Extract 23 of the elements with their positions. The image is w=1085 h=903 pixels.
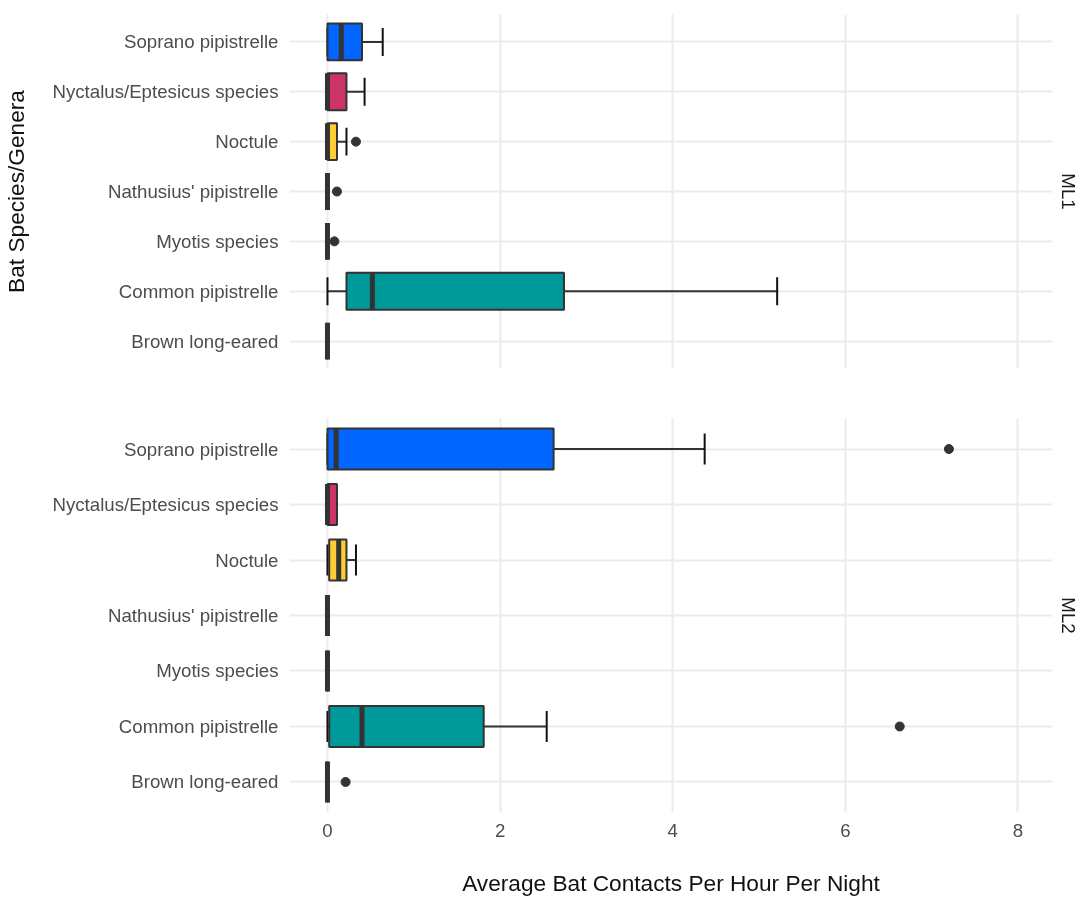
- x-tick-label: 4: [667, 819, 678, 841]
- x-tick-label: 6: [840, 819, 851, 841]
- x-axis-title: Average Bat Contacts Per Hour Per Night: [462, 869, 881, 896]
- y-tick-label: Myotis species: [156, 230, 279, 252]
- text: ML1: [1057, 173, 1079, 210]
- x-tick-label: 8: [1012, 819, 1024, 841]
- y-tick-label: Common pipistrelle: [118, 280, 279, 302]
- y-tick-label: Soprano pipistrelle: [123, 438, 279, 460]
- y-tick-label: Noctule: [215, 549, 279, 571]
- y-axis-title: Bat Species/Genera: [3, 89, 30, 293]
- y-tick-label: Soprano pipistrelle: [123, 31, 279, 53]
- text: ML2: [1057, 597, 1079, 634]
- y-tick-label: Nyctalus/Eptesicus species: [52, 494, 279, 516]
- x-tick-label: 2: [494, 819, 506, 841]
- y-tick-label: Nyctalus/Eptesicus species: [52, 81, 279, 103]
- y-tick-label: Nathusius' pipistrelle: [107, 181, 279, 202]
- x-tick-label: 0: [322, 819, 333, 841]
- y-tick-label: Nathusius' pipistrelle: [107, 605, 279, 626]
- y-tick-label: Brown long-eared: [131, 771, 279, 793]
- y-tick-label: Myotis species: [156, 660, 279, 682]
- y-tick-label: Brown long-eared: [131, 330, 279, 352]
- y-tick-label: Common pipistrelle: [118, 715, 279, 737]
- y-tick-label: Noctule: [215, 131, 279, 153]
